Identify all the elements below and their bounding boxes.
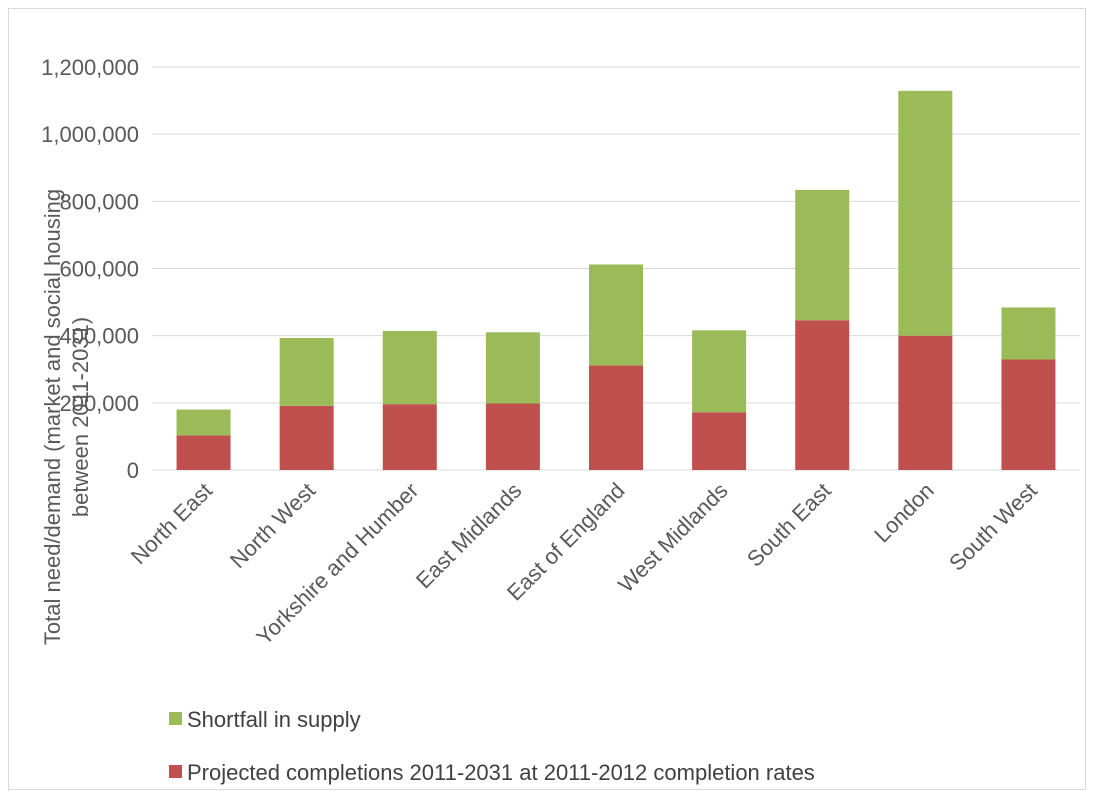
- bar-shortfall: [795, 189, 850, 321]
- y-tick-label: 800,000: [59, 189, 139, 214]
- bar-projected-completions: [795, 320, 850, 470]
- bar-projected-completions: [589, 365, 643, 470]
- legend: Shortfall in supply Projected completion…: [169, 707, 815, 785]
- chart-frame: [8, 8, 1086, 790]
- bar-shortfall: [1001, 307, 1056, 360]
- y-tick-label: 400,000: [59, 324, 139, 349]
- bar-projected-completions: [279, 405, 334, 470]
- bar-projected-completions: [485, 403, 540, 470]
- bar-shortfall: [898, 90, 953, 336]
- legend-swatch-shortfall: [169, 712, 182, 725]
- y-axis-label-line2: between 2011-2031): [68, 317, 93, 517]
- x-tick-label: East Midlands: [411, 478, 526, 593]
- y-axis-label-line1: Total need/demand (market and social hou…: [40, 189, 65, 645]
- x-tick-label: South East: [742, 478, 836, 572]
- x-tick-label: North West: [225, 478, 320, 573]
- bar-projected-completions: [692, 412, 747, 470]
- bar-shortfall: [485, 332, 540, 404]
- x-tick-label: West Midlands: [613, 478, 732, 597]
- bar-shortfall: [279, 338, 334, 406]
- y-tick-label: 1,000,000: [41, 122, 139, 147]
- bar-projected-completions: [898, 335, 953, 470]
- bar-shortfall: [589, 264, 643, 366]
- y-tick-label: 600,000: [59, 257, 139, 282]
- legend-label-shortfall: Shortfall in supply: [187, 707, 361, 732]
- x-tick-label: North East: [126, 478, 217, 569]
- y-axis-ticks: 0 200,000 400,000 600,000 800,000 1,000,000 1,…: [41, 55, 139, 483]
- bar-shortfall: [382, 330, 437, 405]
- bars: [176, 90, 1056, 470]
- legend-swatch-projected: [169, 765, 182, 778]
- y-tick-label: 200,000: [59, 391, 139, 416]
- y-tick-label: 1,200,000: [41, 55, 139, 80]
- bar-projected-completions: [1001, 359, 1056, 470]
- bar-projected-completions: [176, 435, 231, 470]
- bar-shortfall: [692, 330, 747, 413]
- x-tick-label: London: [869, 478, 939, 548]
- bar-shortfall: [176, 409, 231, 436]
- x-tick-label: South West: [944, 478, 1042, 576]
- y-tick-label: 0: [127, 458, 139, 483]
- bar-projected-completions: [382, 404, 437, 470]
- legend-label-projected: Projected completions 2011-2031 at 2011-…: [187, 760, 815, 785]
